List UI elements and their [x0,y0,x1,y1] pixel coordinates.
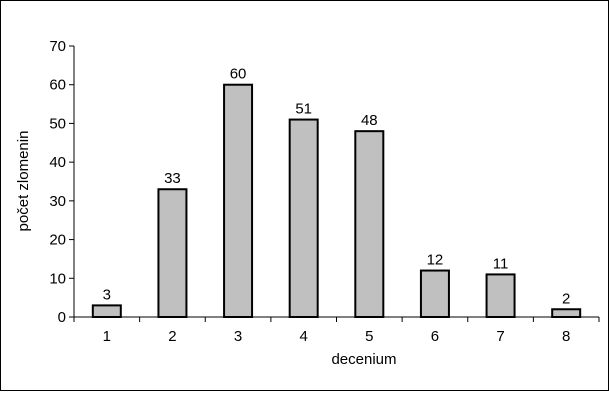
x-tick-label: 1 [103,328,111,345]
y-tick-label: 30 [49,193,66,210]
y-tick-label: 10 [49,270,66,287]
x-tick-label: 6 [431,328,439,345]
bar-1 [91,304,122,318]
x-tick-label: 8 [562,328,570,345]
bar-7 [485,273,516,318]
data-label: 12 [427,252,444,269]
x-axis: 1 2 3 4 5 6 7 8 [73,316,600,345]
y-axis-title: počet zlomenin [15,131,32,232]
x-tick-label: 3 [234,328,242,345]
data-label: 51 [295,101,312,118]
bar-8 [551,308,582,318]
bar-2 [157,188,188,318]
bar-4 [288,118,319,318]
data-label: 48 [361,112,378,129]
y-tick-label: 70 [49,38,66,55]
y-tick-label: 20 [49,232,66,249]
bar-5 [354,130,385,318]
y-tick-label: 50 [49,115,66,132]
x-tick-label: 5 [365,328,373,345]
x-tick-label: 4 [300,328,308,345]
x-tick-label: 7 [496,328,504,345]
data-label: 3 [103,286,111,303]
y-tick-label: 60 [49,77,66,94]
y-tick-label: 0 [58,309,66,326]
data-label: 33 [164,170,181,187]
data-label: 60 [230,66,247,83]
bars [91,83,582,319]
bar-3 [223,83,254,319]
y-tick-label: 40 [49,154,66,171]
bar-6 [419,269,450,318]
data-label: 11 [493,255,509,272]
x-tick-label: 2 [168,328,176,345]
x-axis-title: decenium [331,351,396,368]
y-axis: 0 10 20 30 40 50 60 70 [49,38,75,326]
data-label: 2 [562,290,570,307]
